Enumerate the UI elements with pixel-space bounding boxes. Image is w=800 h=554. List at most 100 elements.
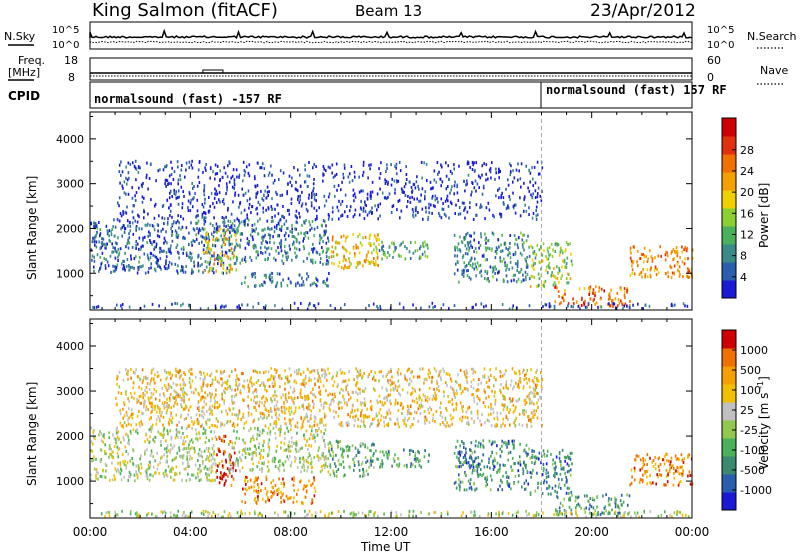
range-cell [215, 307, 217, 311]
range-cell [291, 234, 294, 238]
range-cell [126, 182, 128, 186]
range-cell [340, 235, 343, 239]
range-cell [614, 297, 617, 301]
range-cell [371, 206, 373, 210]
range-cell [248, 202, 251, 206]
range-cell [489, 170, 492, 174]
range-cell [549, 253, 552, 257]
range-cell [516, 262, 519, 266]
range-cell [482, 445, 485, 449]
range-cell [188, 464, 190, 468]
range-cell [561, 265, 563, 269]
range-cell [178, 376, 181, 380]
range-cell [172, 478, 175, 482]
range-cell [251, 205, 254, 209]
range-cell [480, 235, 482, 239]
range-cell [177, 214, 179, 218]
range-cell [487, 385, 489, 389]
range-cell [194, 463, 197, 467]
range-cell [499, 454, 502, 458]
range-cell [454, 248, 457, 252]
range-cell [122, 212, 125, 216]
range-cell [639, 458, 642, 462]
range-cell [99, 255, 102, 259]
range-cell [671, 271, 674, 275]
range-cell [561, 467, 564, 471]
range-cell [124, 227, 126, 231]
range-cell [631, 475, 633, 479]
range-cell [256, 478, 258, 482]
range-cell [408, 509, 411, 513]
range-cell [422, 245, 425, 249]
range-cell [134, 159, 137, 163]
range-cell [471, 182, 474, 185]
range-cell [284, 510, 287, 514]
range-cell [301, 202, 304, 206]
range-cell [439, 177, 441, 181]
range-cell [317, 302, 320, 306]
range-cell [188, 376, 191, 380]
range-cell [295, 247, 298, 251]
range-cell [189, 201, 192, 205]
range-cell [99, 265, 102, 269]
range-cell [164, 401, 166, 404]
range-cell [325, 457, 328, 461]
range-cell [230, 212, 233, 216]
range-cell [189, 256, 191, 259]
colorbar-segment [722, 208, 736, 227]
range-cell [457, 242, 460, 246]
range-cell [321, 435, 324, 439]
range-cell [329, 166, 331, 170]
range-cell [163, 510, 166, 513]
range-cell [220, 234, 222, 238]
range-cell [135, 167, 138, 171]
range-cell [379, 214, 381, 218]
range-cell [457, 199, 460, 202]
range-cell [478, 441, 480, 445]
range-cell [138, 215, 140, 219]
range-cell [477, 462, 480, 466]
range-cell [465, 387, 467, 391]
range-cell [155, 515, 157, 518]
range-cell [289, 230, 291, 233]
range-cell [290, 461, 293, 465]
range-cell [624, 296, 626, 300]
range-cell [368, 234, 371, 238]
range-cell [220, 515, 223, 519]
range-cell [319, 457, 322, 460]
range-cell [247, 218, 250, 222]
range-cell [353, 170, 356, 174]
range-cell [592, 288, 595, 292]
range-cell [101, 237, 103, 241]
range-cell [369, 459, 372, 463]
range-cell [434, 510, 437, 514]
range-cell [522, 472, 524, 476]
range-cell [256, 495, 259, 499]
range-cell [224, 243, 226, 247]
range-cell [165, 184, 167, 188]
range-cell [564, 483, 566, 487]
range-cell [529, 285, 532, 289]
range-cell [190, 252, 193, 256]
range-cell [165, 460, 167, 464]
range-cell [494, 250, 497, 253]
range-cell [296, 425, 299, 429]
range-cell [303, 486, 306, 490]
colorbar-segment [722, 280, 736, 299]
range-cell [106, 229, 109, 233]
range-cell [274, 207, 276, 211]
range-cell [362, 173, 364, 177]
range-cell [426, 243, 429, 247]
range-cell [123, 259, 125, 263]
range-cell [358, 175, 360, 179]
range-cell [446, 510, 449, 514]
range-cell [348, 180, 351, 184]
range-cell [548, 305, 551, 309]
range-cell [175, 235, 178, 239]
range-cell [233, 394, 236, 398]
range-cell [269, 236, 271, 240]
range-cell [125, 165, 127, 169]
range-cell [435, 180, 438, 184]
range-cell [533, 455, 536, 459]
range-cell [570, 304, 573, 308]
